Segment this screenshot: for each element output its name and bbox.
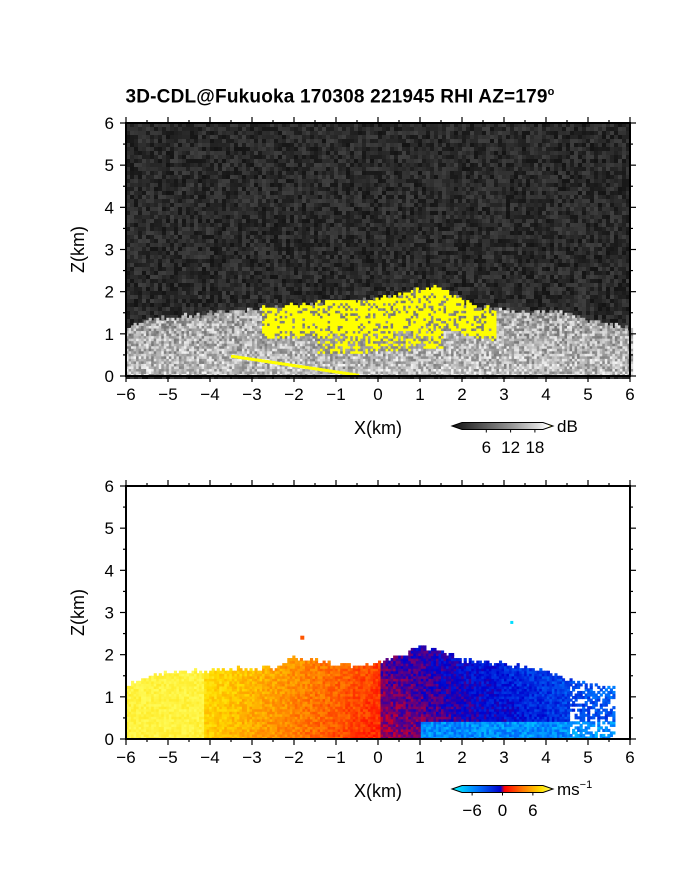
y-tick-label: 6	[105, 477, 114, 496]
y-tick-label: 3	[105, 604, 114, 623]
x-tick-label: −1	[326, 385, 345, 404]
colorbar-tick-label: 18	[525, 438, 544, 457]
figure-title: 3D-CDL@Fukuoka 170308 221945 RHI AZ=179o	[0, 86, 680, 108]
y-tick-label: 4	[105, 198, 114, 217]
y-axis-label: Z(km)	[68, 226, 88, 273]
x-tick-label: −2	[284, 748, 303, 767]
echo-region	[126, 620, 616, 740]
x-tick-label: −1	[326, 748, 345, 767]
x-axis-label: X(km)	[354, 781, 402, 801]
colorbar-tick-label: −6	[462, 801, 481, 820]
x-tick-label: −5	[158, 385, 177, 404]
heatmap-field	[126, 123, 634, 379]
colorbar: 6 12 18 dB	[450, 417, 578, 457]
y-tick-label: 2	[105, 646, 114, 665]
x-axis-label: X(km)	[354, 418, 402, 438]
x-tick-label: −6	[116, 748, 135, 767]
colorbar-bar	[450, 422, 555, 430]
x-tick-label: −4	[200, 385, 219, 404]
x-tick-label: −6	[116, 385, 135, 404]
noise-cells	[126, 123, 630, 379]
x-tick-label: 5	[583, 748, 592, 767]
colorbar-unit: ms−1	[557, 779, 592, 799]
stray-echo	[300, 635, 305, 640]
heatmap-field	[126, 486, 630, 740]
x-tick-label: 0	[373, 748, 382, 767]
y-tick-label: 5	[105, 519, 114, 538]
y-tick-label: 1	[105, 325, 114, 344]
y-tick-label: 0	[105, 730, 114, 749]
x-tick-label: 2	[457, 385, 466, 404]
x-tick-label: 3	[499, 385, 508, 404]
x-tick-label: −3	[242, 385, 261, 404]
x-tick-label: 6	[625, 748, 634, 767]
x-tick-label: −5	[158, 748, 177, 767]
near-ground-band	[231, 354, 360, 377]
figure-title-text: 3D-CDL@Fukuoka 170308 221945 RHI AZ=179	[125, 86, 548, 108]
y-tick-label: 4	[105, 561, 114, 580]
colorbar-tick-label: 6	[528, 801, 537, 820]
y-axis-label: Z(km)	[68, 589, 88, 636]
x-tick-label: −4	[200, 748, 219, 767]
x-tick-label: 3	[499, 748, 508, 767]
stray-echo	[510, 620, 514, 624]
x-axis: −6 −5 −4 −3 −2 −1 0 1 2 3 4 5 6 X(km)	[116, 117, 635, 438]
x-tick-label: 2	[457, 748, 466, 767]
x-tick-label: −2	[284, 385, 303, 404]
x-tick-label: 6	[625, 385, 634, 404]
y-axis: 0 1 2 3 4 5 6 Z(km)	[68, 477, 636, 749]
y-tick-label: 6	[105, 114, 114, 133]
figure-title-degree: o	[547, 86, 555, 98]
colorbar-bar	[450, 785, 555, 793]
y-tick-label: 0	[105, 367, 114, 386]
x-axis: −6 −5 −4 −3 −2 −1 0 1 2 3 4 5 6 X(km)	[116, 480, 635, 801]
colorbar: −6 0 6 ms−1	[450, 779, 592, 820]
x-tick-label: 5	[583, 385, 592, 404]
y-axis: 0 1 2 3 4 5 6 Z(km)	[68, 114, 636, 386]
colorbar-tick-label: 6	[482, 438, 491, 457]
y-tick-label: 1	[105, 688, 114, 707]
x-tick-label: −3	[242, 748, 261, 767]
colorbar-tick-label: 12	[501, 438, 520, 457]
x-tick-label: 1	[415, 385, 424, 404]
y-tick-label: 5	[105, 156, 114, 175]
y-tick-label: 2	[105, 283, 114, 302]
x-tick-label: 1	[415, 748, 424, 767]
x-tick-label: 4	[541, 748, 550, 767]
colorbar-unit: dB	[557, 417, 578, 436]
colorbar-unit-exponent: −1	[580, 779, 593, 791]
x-tick-label: 0	[373, 385, 382, 404]
x-tick-label: 4	[541, 385, 550, 404]
colorbar-tick-label: 0	[498, 801, 507, 820]
y-tick-label: 3	[105, 241, 114, 260]
